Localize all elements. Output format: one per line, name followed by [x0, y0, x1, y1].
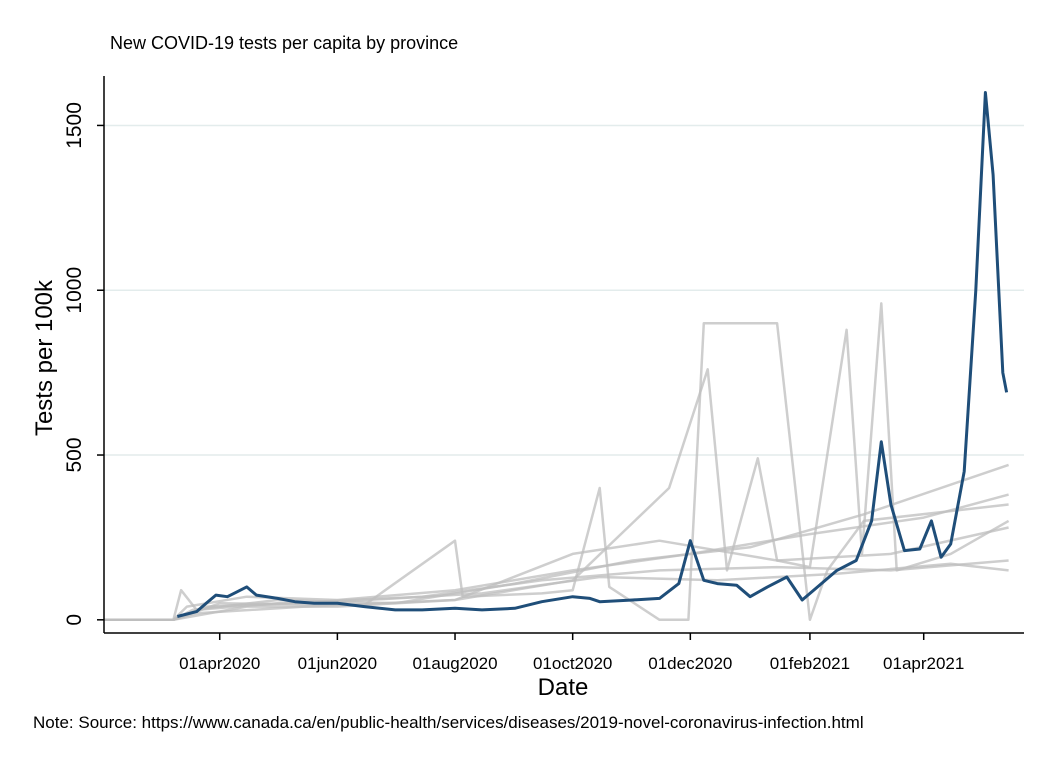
y-tick-label: 0 — [63, 614, 86, 626]
x-tick-label: 01apr2020 — [179, 654, 260, 673]
y-tick-label: 500 — [63, 438, 86, 473]
axes — [103, 76, 1024, 634]
background-series-line-1 — [104, 493, 1009, 622]
chart-title: New COVID-19 tests per capita by provinc… — [110, 33, 458, 53]
source-note: Note: Source: https://www.canada.ca/en/p… — [33, 713, 864, 732]
x-tick-label: 01apr2021 — [883, 654, 964, 673]
x-tick-label: 01dec2020 — [648, 654, 732, 673]
background-series-line-7 — [104, 302, 1010, 622]
x-axis-ticks: 01apr2020 01jun2020 01aug2020 01oct2020 01de… — [179, 633, 964, 673]
x-tick-label: 01feb2021 — [770, 654, 850, 673]
y-axis-label: Tests per 100k — [31, 279, 58, 436]
x-tick-label: 01aug2020 — [412, 654, 497, 673]
y-tick-label: 1500 — [63, 102, 86, 149]
x-tick-label: 01jun2020 — [298, 654, 377, 673]
highlight-series-line — [176, 91, 1009, 618]
y-axis-ticks: 0 500 1000 1500 — [63, 102, 104, 626]
x-axis-label: Date — [538, 674, 589, 701]
y-tick-label: 1000 — [63, 267, 86, 314]
highlight-series-group — [176, 91, 1009, 618]
x-tick-label: 01oct2020 — [533, 654, 612, 673]
